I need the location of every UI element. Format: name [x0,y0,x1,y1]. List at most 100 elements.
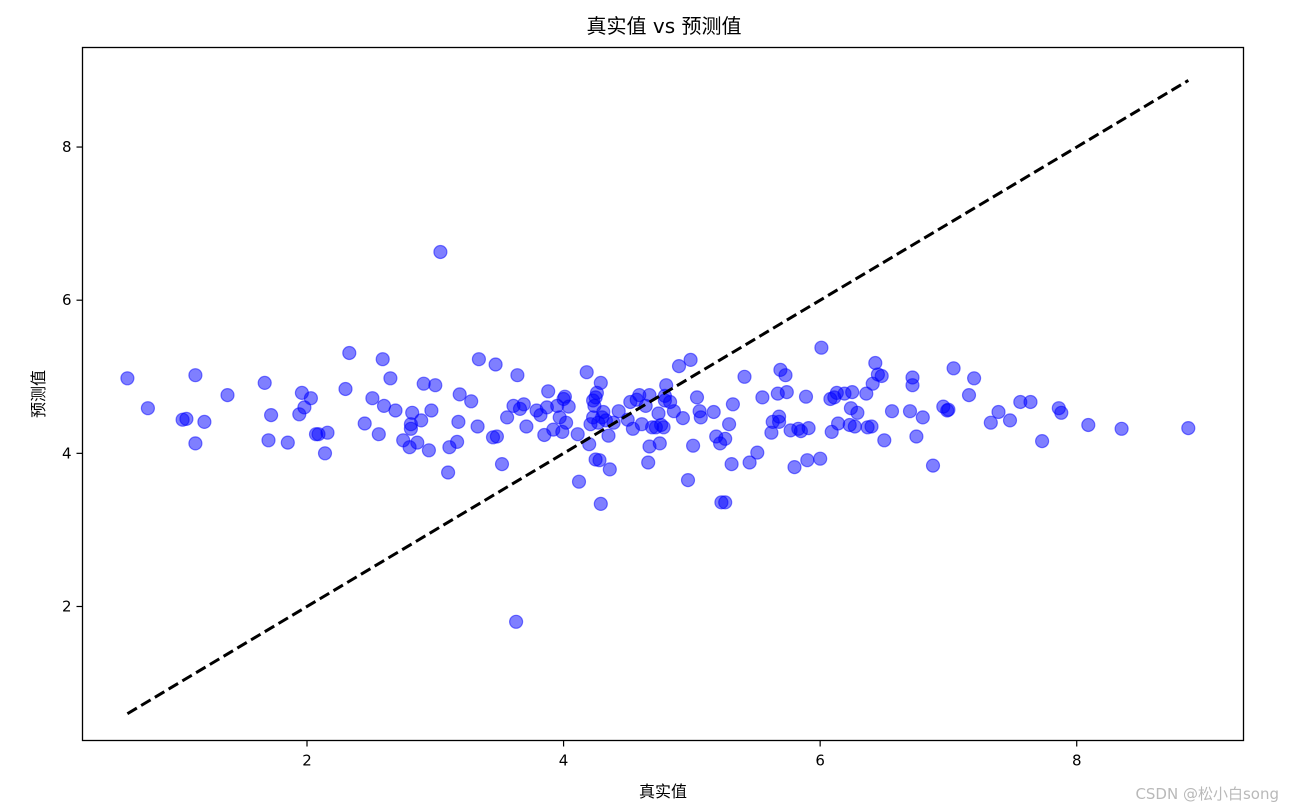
data-point [915,410,930,425]
data-point [264,408,279,423]
x-tick-label: 4 [559,752,569,770]
data-point [320,425,335,440]
data-point [508,614,524,629]
x-tick-label: 6 [815,752,825,770]
data-point [983,415,998,430]
data-point [375,352,390,367]
x-axis-label: 真实值 [639,782,687,801]
data-point [519,419,534,434]
data-point [494,457,510,472]
data-point [593,375,608,390]
data-point [317,446,333,461]
data-point [197,414,212,429]
data-point [689,390,705,405]
data-point [510,368,525,383]
chart-title: 真实值 vs 预测值 [587,14,742,38]
data-point [602,462,617,477]
data-point [813,451,828,466]
data-point [750,445,765,460]
watermark: CSDN @松小白song [1135,785,1279,803]
data-point [593,496,608,511]
data-point [365,391,380,406]
data-point [561,399,576,414]
data-point [592,453,607,468]
data-point [685,438,701,453]
data-point [706,404,721,420]
data-point [357,416,372,431]
data-point [671,359,687,374]
y-tick-label: 2 [62,597,72,615]
data-point [850,405,865,420]
data-point [188,368,203,383]
plot-area [120,79,1196,715]
data-point [641,455,656,470]
data-point [500,410,515,425]
data-point [416,376,431,391]
data-point [558,415,574,430]
data-point [464,394,479,409]
data-point [680,473,696,488]
y-tick-label: 8 [62,138,72,156]
data-point [120,371,135,386]
data-point [725,397,741,412]
data-point [471,352,486,367]
data-point [925,458,941,473]
data-point [909,429,924,444]
data-point [798,389,814,404]
data-point [1181,421,1196,436]
data-point [651,406,666,421]
data-point [877,433,892,448]
data-point [946,361,961,376]
data-point [451,414,466,429]
data-point [1034,434,1050,449]
data-point [571,474,587,489]
data-point [991,404,1006,420]
data-point [424,403,439,418]
data-point [441,465,456,480]
data-point [1002,413,1018,428]
data-point [859,386,874,401]
data-point [693,410,708,425]
data-point [961,388,977,403]
data-point [179,411,194,426]
data-point [718,495,733,510]
data-point [280,435,295,450]
y-tick-label: 4 [62,444,72,462]
data-point [830,416,846,431]
data-point [737,369,752,384]
data-point [428,378,443,393]
plot-frame [81,46,1245,742]
data-point [941,402,956,417]
data-point [488,357,503,372]
data-point [771,414,787,429]
data-point [845,385,860,400]
data-point [652,436,667,451]
data-point [140,401,155,416]
data-point [541,384,556,399]
data-point [452,387,467,402]
data-point [675,411,691,426]
data-point [257,375,272,390]
data-point [721,417,737,432]
data-point [410,435,425,450]
data-point [884,404,900,419]
data-point [220,388,235,403]
data-point [864,419,879,434]
data-point [403,421,418,436]
x-tick-label: 2 [302,752,312,770]
data-point [779,385,794,400]
data-point [601,428,616,443]
y-axis-label: 预测值 [29,370,48,418]
data-point [414,413,429,428]
data-point [261,433,276,448]
data-point [1114,421,1129,436]
data-point [847,419,862,434]
x-axis: 2 4 6 8 [302,740,1082,770]
data-point [433,244,448,260]
data-point [383,371,398,386]
data-point [342,345,357,361]
data-point [516,397,531,412]
data-point [388,403,403,418]
data-point [800,453,815,468]
